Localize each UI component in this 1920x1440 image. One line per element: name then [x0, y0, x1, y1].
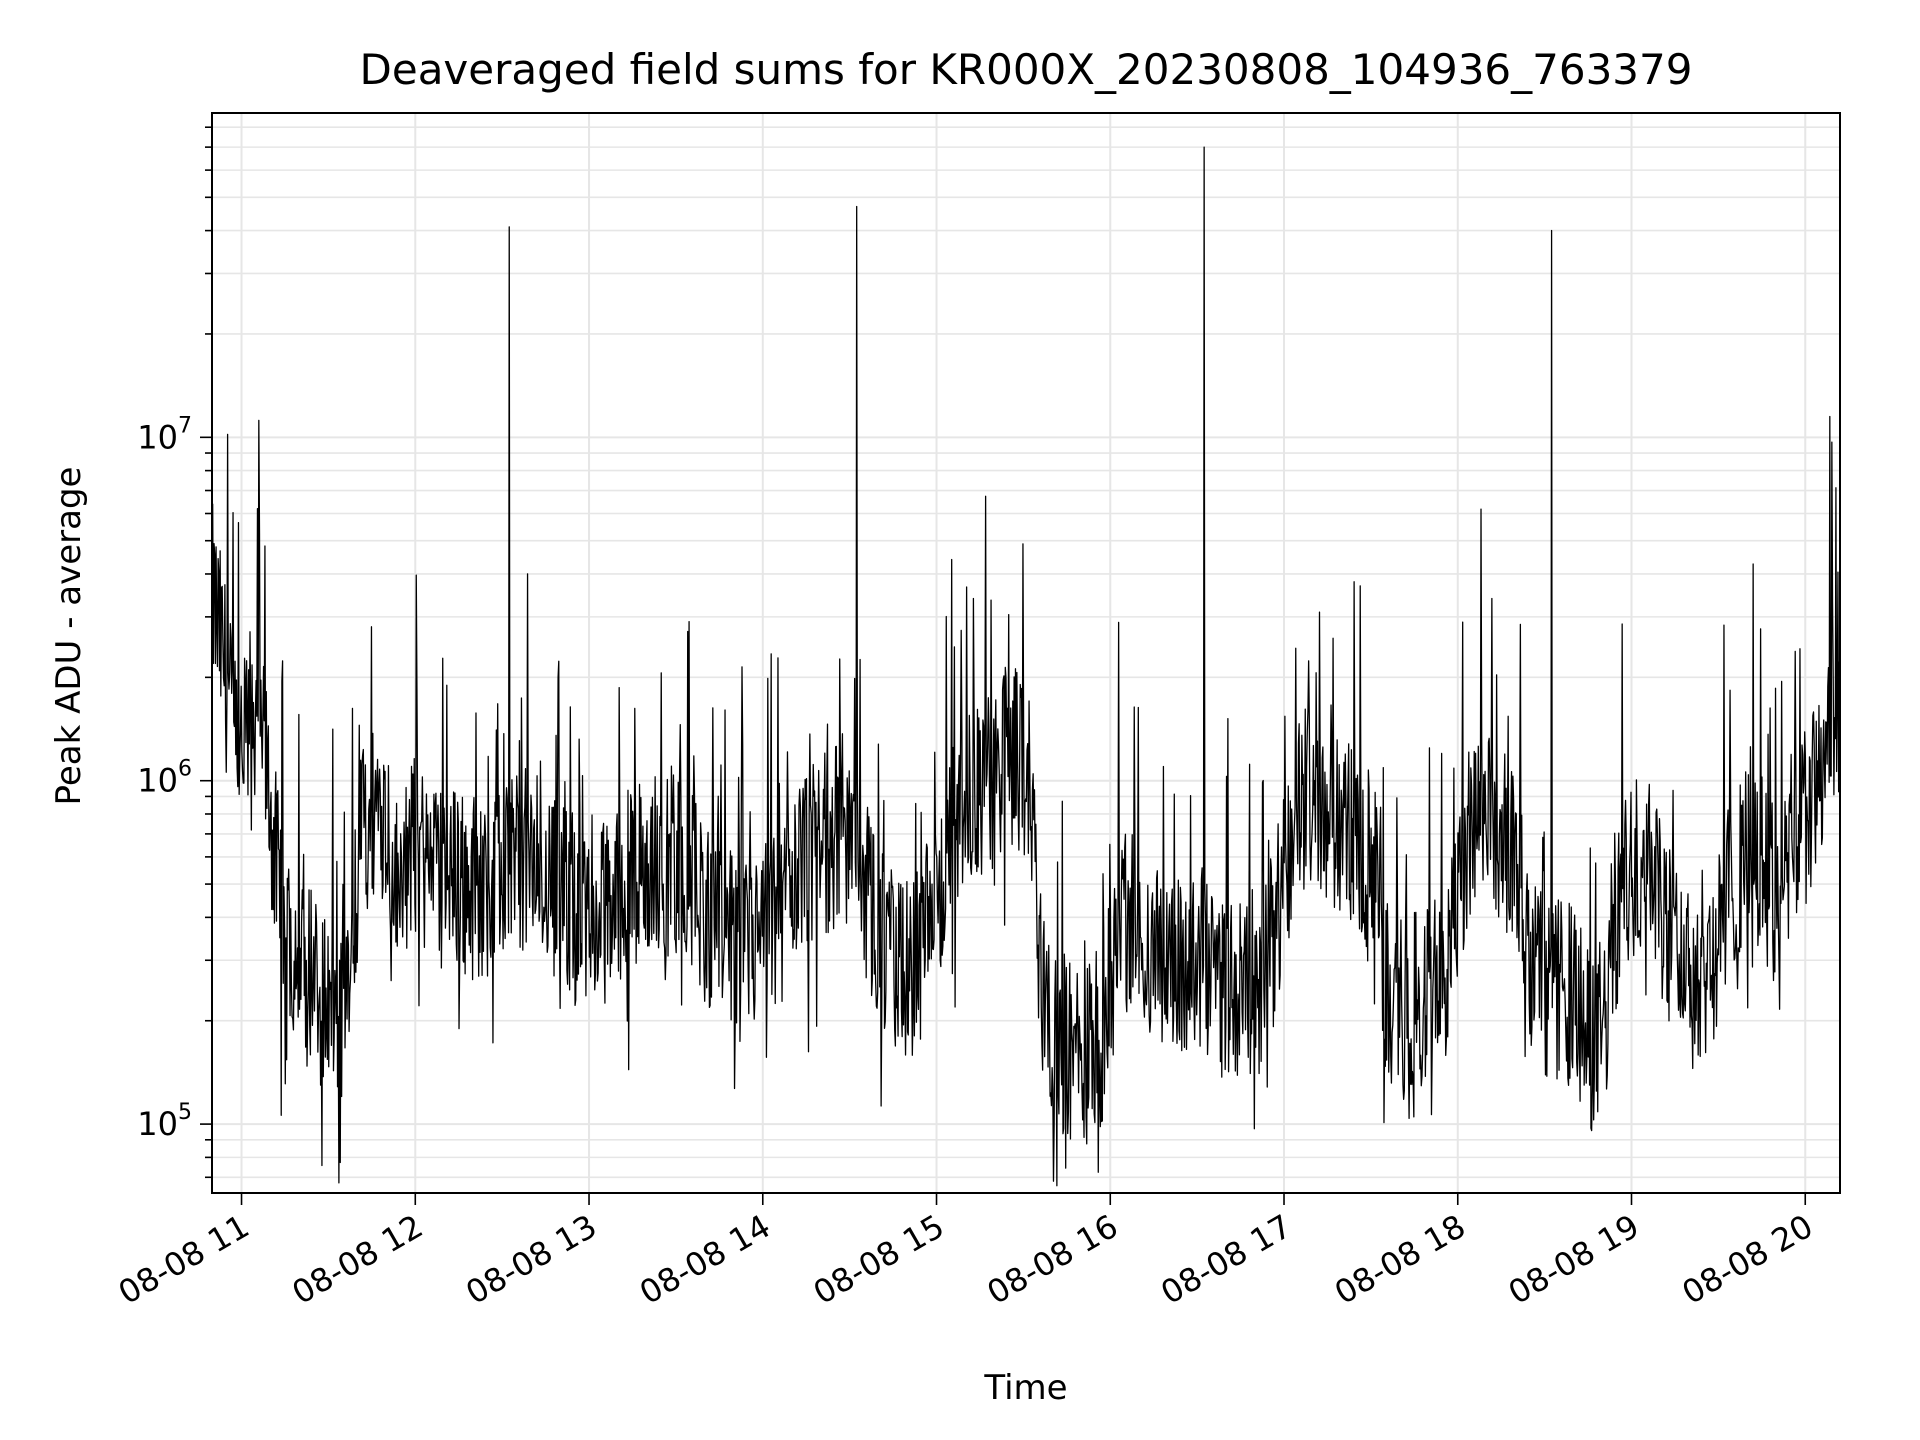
- x-axis-label: Time: [983, 1368, 1067, 1408]
- y-tick-label: 107: [137, 413, 192, 456]
- data-layer: [211, 146, 1841, 1187]
- series-line: [211, 146, 1841, 1187]
- plot-frame: [211, 112, 1841, 1194]
- y-axis-label: Peak ADU - average: [49, 467, 89, 806]
- y-tick-label: 105: [137, 1100, 192, 1143]
- chart-title: Deaveraged field sums for KR000X_2023080…: [360, 45, 1693, 94]
- y-tick-label: 106: [137, 757, 192, 800]
